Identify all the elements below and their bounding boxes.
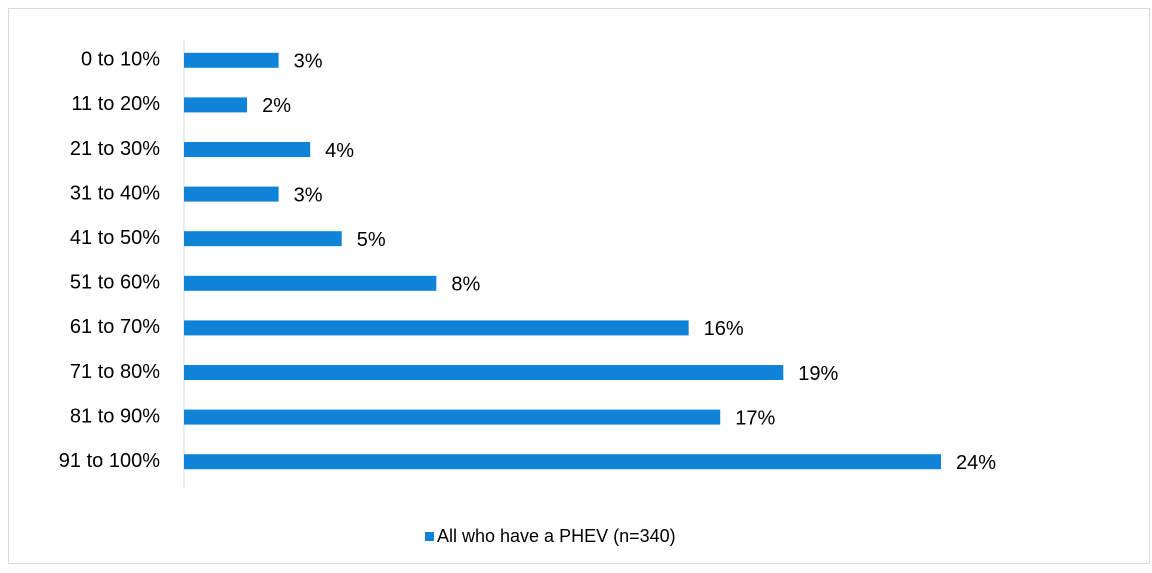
bar	[184, 320, 689, 336]
y-tick-label: 91 to 100%	[59, 450, 160, 472]
data-label: 3%	[294, 51, 323, 73]
y-tick-label: 81 to 90%	[70, 405, 160, 427]
data-label: 3%	[294, 184, 323, 206]
bar	[184, 186, 279, 202]
legend-label: All who have a PHEV (n=340)	[437, 526, 676, 546]
bar	[184, 231, 342, 247]
legend-swatch	[425, 532, 434, 541]
y-tick-label: 31 to 40%	[70, 182, 160, 204]
bar	[184, 97, 248, 113]
chart-border	[8, 8, 1150, 564]
y-tick-label: 51 to 60%	[70, 272, 160, 294]
y-tick-label: 11 to 20%	[71, 93, 160, 115]
data-label: 4%	[325, 140, 354, 162]
bar	[184, 454, 941, 470]
data-label: 24%	[956, 452, 996, 474]
y-tick-label: 0 to 10%	[81, 49, 160, 71]
y-tick-label: 71 to 80%	[70, 361, 160, 383]
data-label: 16%	[704, 318, 744, 340]
y-tick-label: 61 to 70%	[70, 316, 160, 338]
data-label: 5%	[357, 229, 386, 251]
y-tick-label: 21 to 30%	[70, 138, 160, 160]
bar	[184, 52, 279, 68]
data-label: 17%	[735, 407, 775, 429]
data-label: 8%	[451, 274, 480, 296]
y-tick-label: 41 to 50%	[70, 227, 160, 249]
bar	[184, 142, 311, 157]
bar	[184, 365, 784, 380]
bar	[184, 275, 437, 291]
data-label: 2%	[262, 95, 291, 117]
data-label: 19%	[798, 363, 838, 385]
bar	[184, 409, 721, 425]
